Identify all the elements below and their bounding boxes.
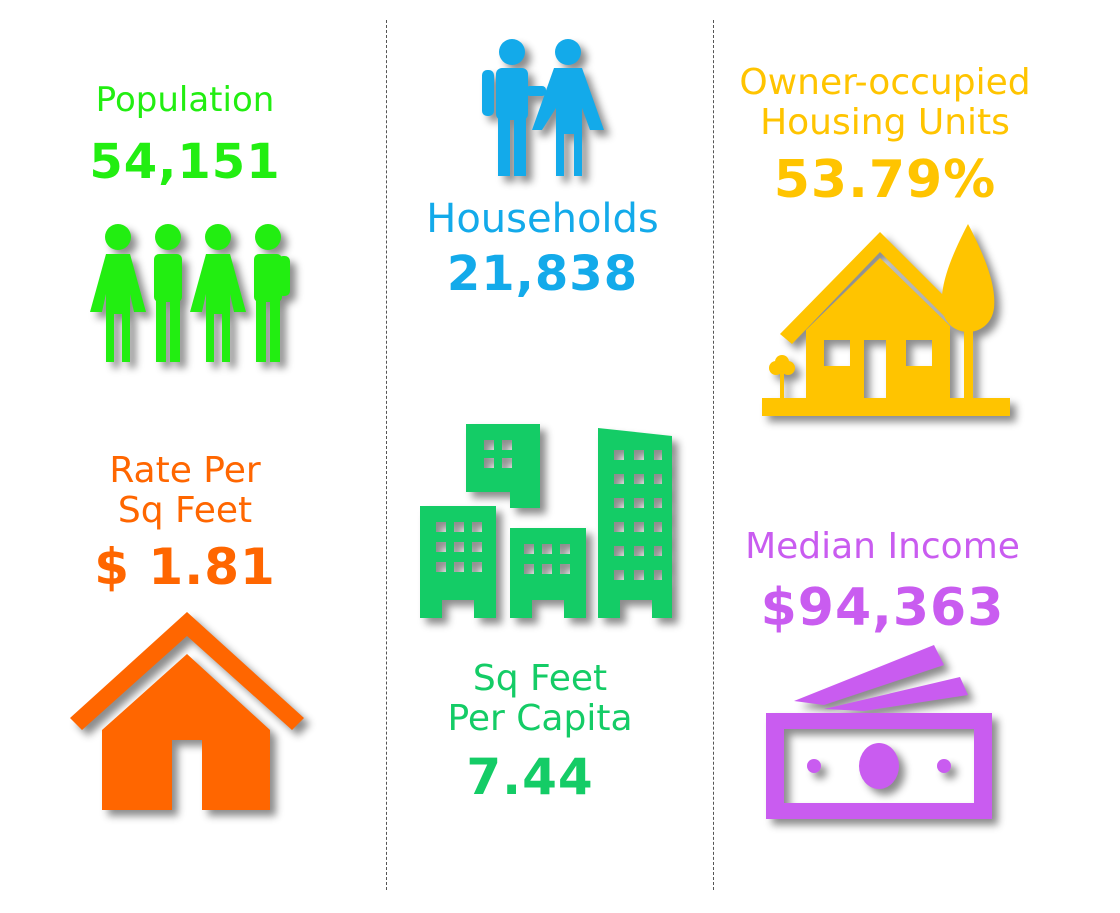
- rate-value: $ 1.81: [94, 538, 276, 596]
- rate-label-line1: Rate Per: [109, 450, 261, 491]
- sqfeet-label-line2: Per Capita: [447, 698, 633, 739]
- house-tree-icon: [762, 222, 1012, 424]
- couple-icon: [478, 38, 608, 182]
- sqfeet-value: 7.44: [466, 748, 594, 806]
- buildings-icon: [418, 422, 678, 626]
- population-label: Population: [95, 80, 275, 120]
- median-income-label: Median Income: [745, 526, 1020, 567]
- rate-label-line2: Sq Feet: [117, 490, 253, 531]
- owner-occupied-label-line1: Owner-occupied: [739, 62, 1031, 103]
- owner-occupied-label-line2: Housing Units: [760, 102, 1010, 143]
- money-icon: [764, 645, 996, 827]
- households-label: Households: [426, 196, 659, 242]
- house-icon: [70, 612, 305, 816]
- people-group-icon: [88, 222, 298, 371]
- median-income-value: $94,363: [760, 578, 1005, 638]
- population-value: 54,151: [89, 134, 281, 190]
- households-value: 21,838: [446, 246, 639, 302]
- sqfeet-label-line1: Sq Feet: [472, 658, 608, 699]
- column-divider-right: [713, 20, 714, 890]
- owner-occupied-value: 53.79%: [773, 150, 997, 210]
- column-divider-left: [386, 20, 387, 890]
